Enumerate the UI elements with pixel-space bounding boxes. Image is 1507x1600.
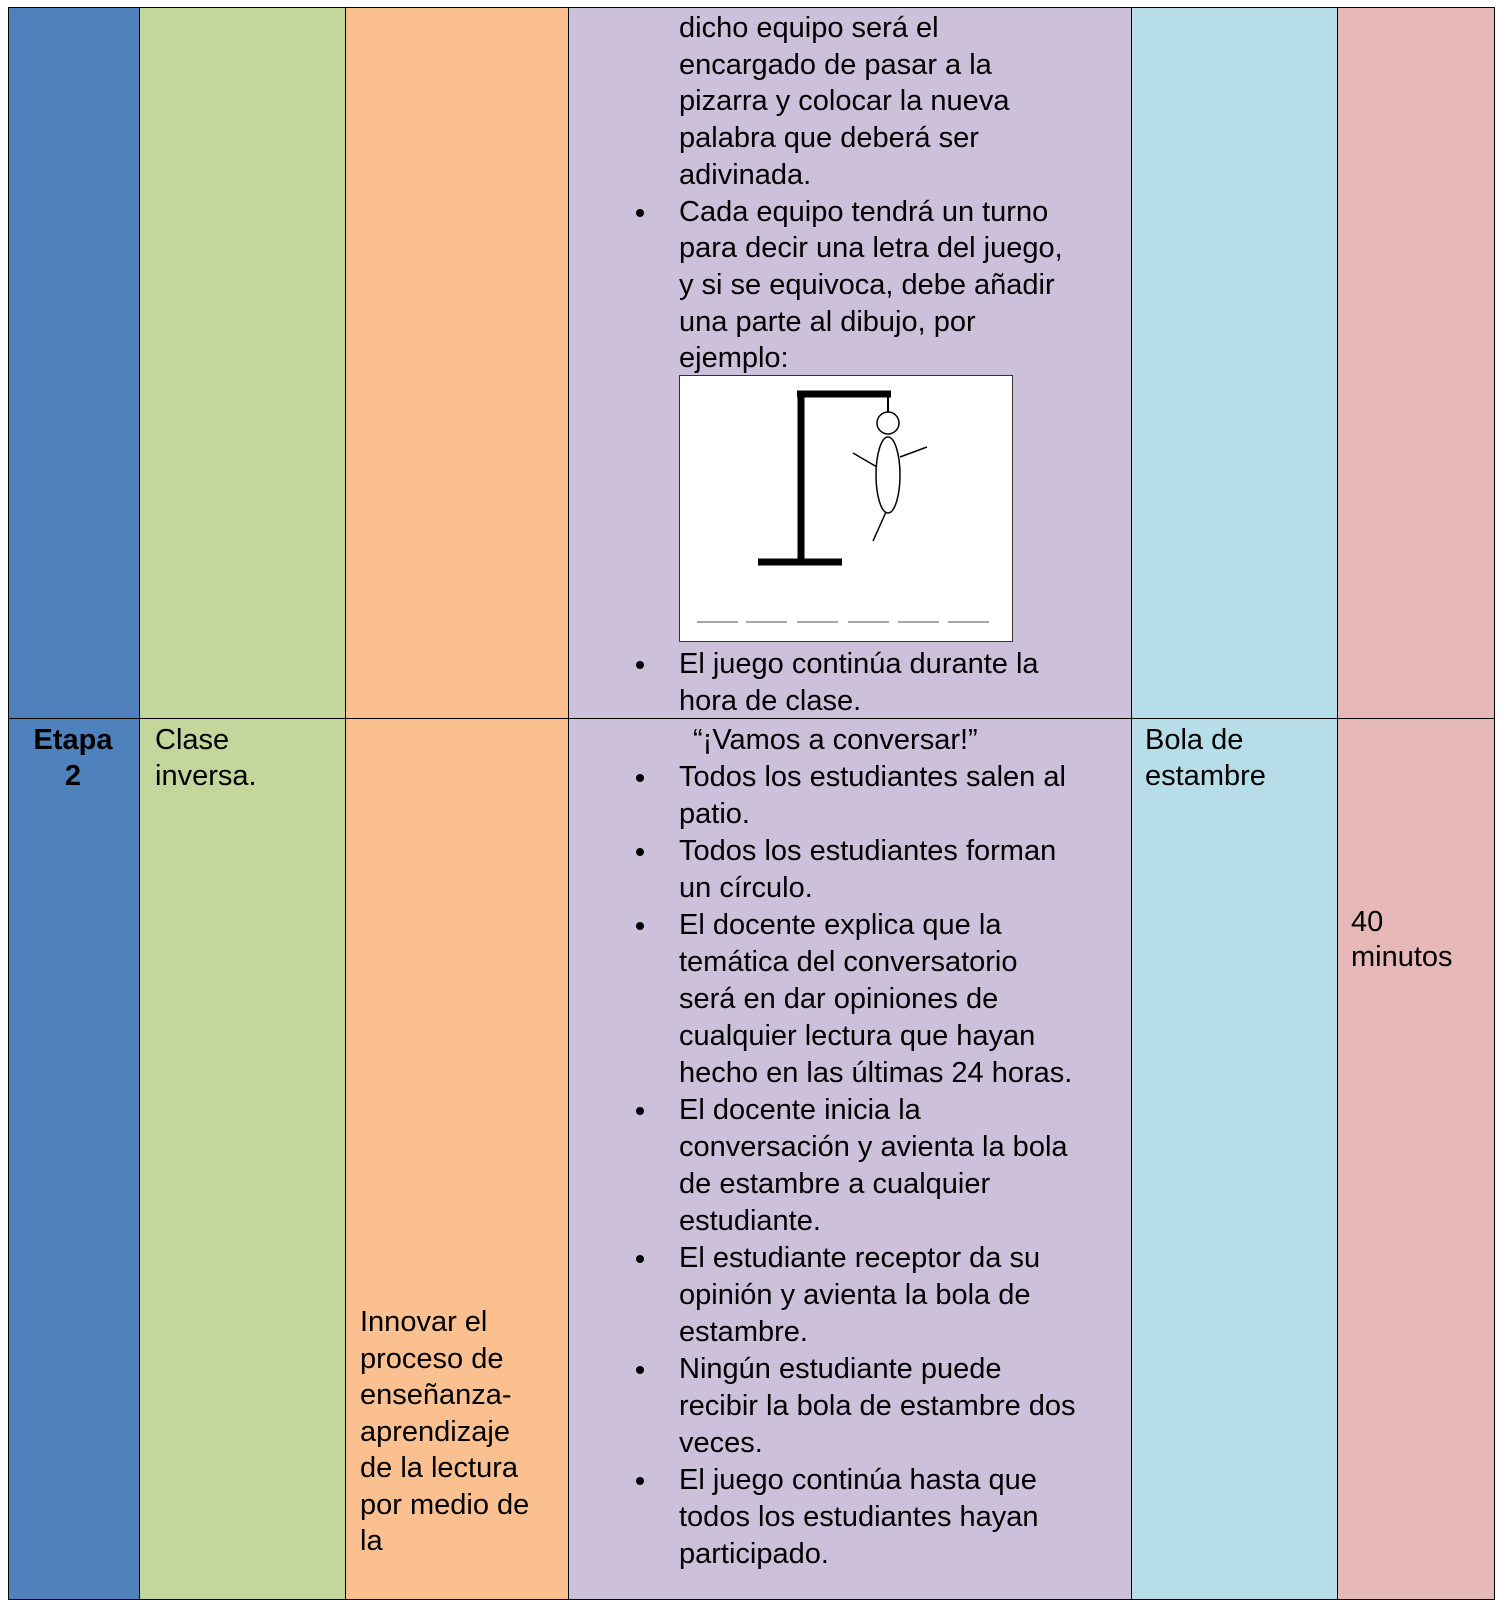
cell-text: todos los estudiantes hayan — [679, 1501, 1039, 1533]
cell-text: Clase — [155, 724, 230, 756]
cell-text: hecho en las últimas 24 horas. — [679, 1057, 1073, 1089]
cell-text: estudiante. — [679, 1205, 821, 1237]
cell-text: palabra que deberá ser — [679, 122, 979, 155]
cell-text: cualquier lectura que hayan — [679, 1020, 1036, 1052]
table-cell — [345, 718, 570, 1600]
cell-text: 2 — [64, 760, 82, 792]
cell-text: hora de clase. — [679, 684, 862, 717]
table-cell — [139, 7, 347, 719]
bullet — [636, 1107, 644, 1115]
table-cell — [1131, 718, 1339, 1600]
cell-text: proceso de — [360, 1342, 504, 1375]
cell-text: El docente inicia la — [679, 1094, 921, 1126]
cell-text: participado. — [679, 1538, 829, 1570]
cell-text: “¡Vamos a conversar!” — [693, 724, 978, 756]
cell-text: opinión y avienta la bola de — [679, 1279, 1031, 1311]
hangman-figure — [679, 375, 1013, 642]
cell-text: encargado de pasar a la — [679, 48, 992, 81]
cell-text: Ningún estudiante puede — [679, 1353, 1002, 1385]
cell-text: temática del conversatorio — [679, 946, 1018, 978]
cell-text: adivinada. — [679, 158, 812, 191]
bullet — [636, 1255, 644, 1263]
cell-text: minutos — [1351, 941, 1453, 973]
cell-text: El docente explica que la — [679, 909, 1002, 941]
cell-text: pizarra y colocar la nueva — [679, 85, 1010, 118]
cell-text: Innovar el — [360, 1306, 488, 1338]
cell-text: Todos los estudiantes salen al — [679, 761, 1066, 793]
gallows — [758, 390, 928, 566]
figure-frame — [679, 375, 1013, 642]
cell-text: para decir una letra del juego, — [679, 232, 1063, 265]
cell-text: 40 — [1351, 906, 1384, 938]
cell-text: estambre — [1145, 760, 1266, 792]
cell-text: Todos los estudiantes forman — [679, 835, 1057, 867]
cell-text: será en dar opiniones de — [679, 983, 999, 1015]
cell-text: Etapa — [33, 724, 113, 756]
cell-text: enseñanza- — [360, 1379, 512, 1411]
cell-text: y si se equivoca, debe añadir — [679, 268, 1055, 301]
cell-text: un círculo. — [679, 872, 813, 904]
table-cell — [345, 7, 570, 719]
table-cell — [1337, 7, 1495, 719]
cell-text: la — [360, 1525, 383, 1557]
bullet — [636, 1366, 644, 1374]
cell-text: patio. — [679, 798, 750, 830]
cell-text: estambre. — [679, 1316, 808, 1348]
cell-text: una parte al dibujo, por — [679, 305, 976, 338]
cell-text: El juego continúa durante la — [679, 648, 1039, 680]
cell-text: aprendizaje — [360, 1415, 510, 1448]
table-cell — [8, 718, 141, 1600]
table-cell — [139, 718, 347, 1600]
cell-text: recibir la bola de estambre dos — [679, 1390, 1076, 1422]
bullet — [636, 922, 644, 930]
cell-text: inversa. — [155, 760, 257, 792]
table-cell — [1131, 7, 1339, 719]
cell-text: veces. — [679, 1427, 763, 1459]
cell-text: Bola de — [1145, 724, 1244, 756]
table-cell — [568, 718, 1133, 1600]
cell-text: ejemplo: — [679, 342, 789, 375]
bullet — [636, 774, 644, 782]
table-cell — [1337, 718, 1495, 1600]
bullet — [636, 661, 644, 669]
bullet — [636, 1477, 644, 1485]
cell-text: El estudiante receptor da su — [679, 1242, 1041, 1274]
cell-text: por medio de — [360, 1488, 530, 1521]
cell-text: Cada equipo tendrá un turno — [679, 195, 1049, 228]
bullet — [636, 208, 644, 217]
cell-text: de la lectura — [360, 1452, 518, 1484]
cell-text: dicho equipo será el — [679, 12, 939, 44]
cell-text: de estambre a cualquier — [679, 1168, 991, 1200]
bullet — [636, 848, 644, 856]
table-cell — [8, 7, 141, 719]
cell-text: El juego continúa hasta que — [679, 1464, 1037, 1496]
cell-text: conversación y avienta la bola — [679, 1131, 1068, 1163]
